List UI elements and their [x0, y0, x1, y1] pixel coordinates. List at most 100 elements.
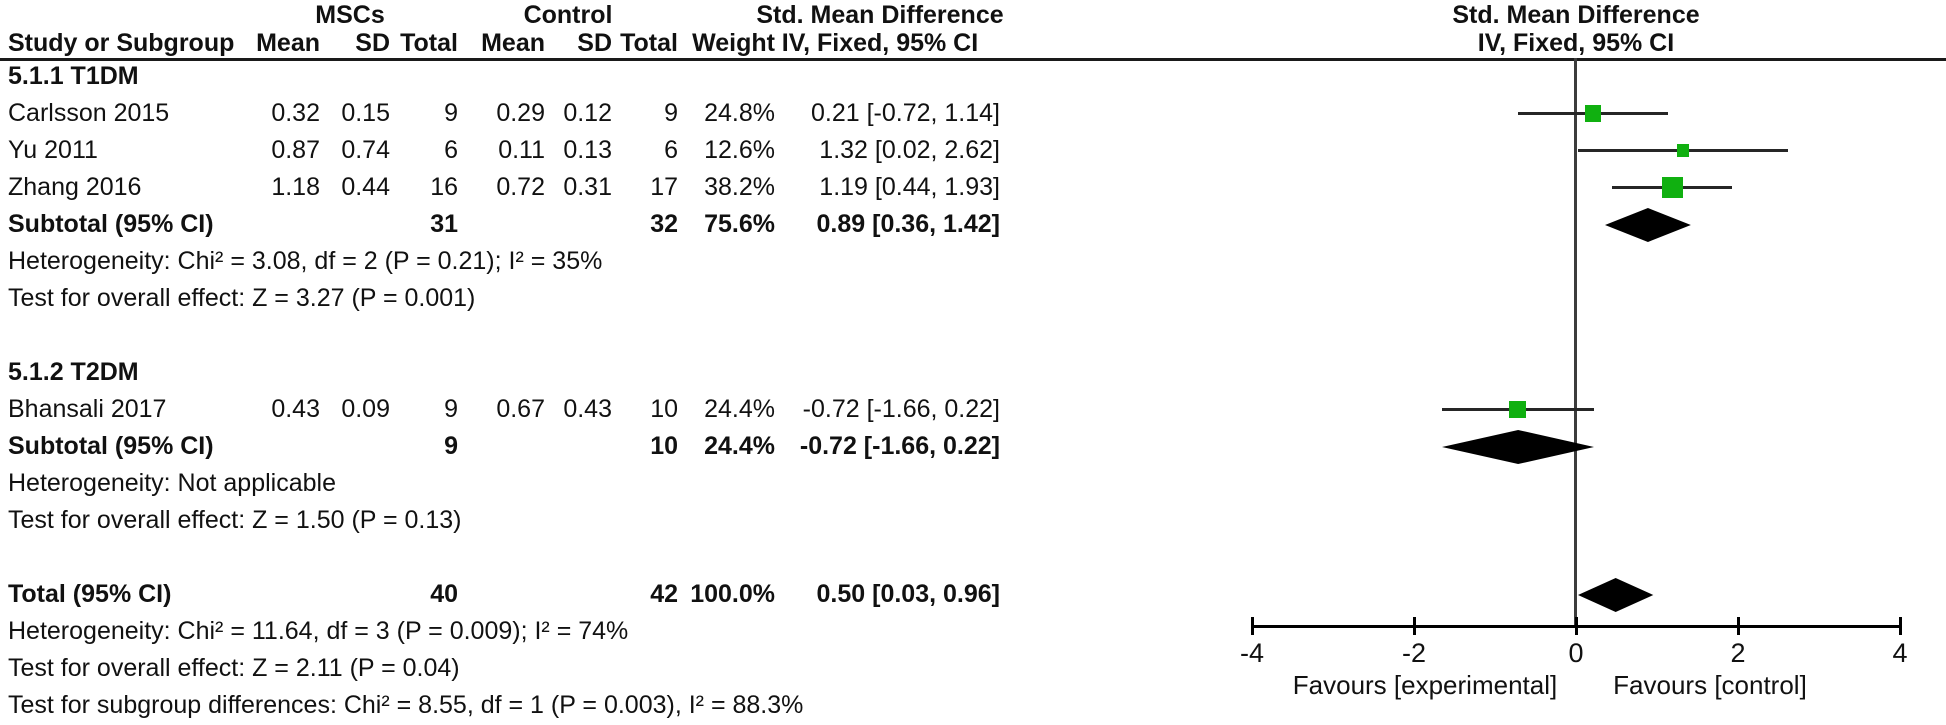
- plot-header-smd: Std. Mean Difference: [1452, 1, 1700, 29]
- subtotal-mscs-total: 9: [444, 432, 458, 460]
- zero-reference-line: [1574, 58, 1577, 626]
- mscs-total: 16: [430, 173, 458, 201]
- smd-ci-text: 0.21 [-0.72, 1.14]: [810, 99, 1000, 127]
- control-mean: 0.72: [496, 173, 545, 201]
- mscs-total: 9: [444, 395, 458, 423]
- favours-right-label: Favours [control]: [1613, 670, 1807, 700]
- mscs-sd: 0.15: [341, 99, 390, 127]
- subtotal-control-total: 32: [650, 210, 678, 238]
- pooled-diamond-subtotal-t1dm: [1605, 207, 1692, 242]
- x-axis-line: [1252, 625, 1902, 628]
- axis-tick: [1412, 617, 1416, 635]
- total-heterogeneity-text: Heterogeneity: Chi² = 11.64, df = 3 (P =…: [8, 617, 629, 645]
- overall-effect-text: Test for overall effect: Z = 1.50 (P = 0…: [8, 506, 462, 534]
- spacer-row: [0, 539, 1000, 576]
- axis-tick-label: 2: [1730, 638, 1746, 668]
- subgroup-differences-text: Test for subgroup differences: Chi² = 8.…: [8, 691, 804, 719]
- spacer-row: [0, 317, 1000, 354]
- mscs-total: 6: [444, 136, 458, 164]
- subgroup-title: 5.1.1 T1DM: [8, 62, 139, 90]
- study-name: Zhang 2016: [8, 173, 142, 201]
- mscs-sd: 0.09: [341, 395, 390, 423]
- point-estimate-bhansali-2017: [1509, 401, 1527, 418]
- col-header-sd-control: SD: [577, 29, 612, 57]
- axis-tick-label: -2: [1401, 638, 1426, 668]
- group-header-smd: Std. Mean Difference: [756, 1, 1004, 29]
- total-label: Total (95% CI): [8, 580, 172, 608]
- col-header-study: Study or Subgroup: [8, 29, 235, 57]
- col-header-mean-control: Mean: [481, 29, 545, 57]
- control-mean: 0.29: [496, 99, 545, 127]
- subgroup-title: 5.1.2 T2DM: [8, 358, 139, 386]
- study-name: Yu 2011: [8, 136, 98, 164]
- group-header-control: Control: [523, 1, 613, 29]
- subtotal-control-total: 10: [650, 432, 678, 460]
- study-name: Carlsson 2015: [8, 99, 170, 127]
- plot-header-iv: IV, Fixed, 95% CI: [1477, 29, 1675, 57]
- total-mscs-total: 40: [430, 580, 458, 608]
- group-header-mscs: MSCs: [315, 1, 385, 29]
- study-name: Bhansali 2017: [8, 395, 167, 423]
- axis-tick-label: 0: [1568, 638, 1584, 668]
- weight-value: 38.2%: [704, 173, 775, 201]
- mscs-mean: 0.43: [271, 395, 320, 423]
- col-header-mean-mscs: Mean: [256, 29, 320, 57]
- mscs-mean: 1.18: [271, 173, 320, 201]
- control-sd: 0.43: [563, 395, 612, 423]
- ci-line-bhansali-2017: [1441, 408, 1594, 411]
- total-overall-effect-text: Test for overall effect: Z = 2.11 (P = 0…: [8, 654, 460, 682]
- subtotal-weight: 24.4%: [704, 432, 775, 460]
- total-weight: 100.0%: [690, 580, 775, 608]
- overall-effect-text: Test for overall effect: Z = 3.27 (P = 0…: [8, 284, 476, 312]
- subtotal-ci-text: 0.89 [0.36, 1.42]: [816, 210, 1000, 238]
- axis-tick: [1250, 617, 1254, 635]
- control-sd: 0.13: [563, 136, 612, 164]
- col-header-sd-mscs: SD: [355, 29, 390, 57]
- ci-line-yu-2011: [1577, 149, 1789, 152]
- favours-left-label: Favours [experimental]: [1292, 670, 1558, 700]
- subtotal-ci-text: -0.72 [-1.66, 0.22]: [799, 432, 1000, 460]
- heterogeneity-text: Heterogeneity: Not applicable: [8, 469, 336, 497]
- mscs-sd: 0.44: [341, 173, 390, 201]
- control-sd: 0.31: [563, 173, 612, 201]
- mscs-mean: 0.87: [271, 136, 320, 164]
- col-header-weight: Weight: [692, 29, 775, 57]
- mscs-total: 9: [444, 99, 458, 127]
- point-estimate-zhang-2016: [1661, 176, 1684, 199]
- table-header: MSCs Control Std. Mean Difference Std. M…: [0, 0, 1946, 61]
- control-mean: 0.11: [498, 136, 545, 164]
- axis-tick: [1736, 617, 1740, 635]
- axis-tick-label: 4: [1892, 638, 1908, 668]
- col-header-total-control: Total: [620, 29, 678, 57]
- total-ci-text: 0.50 [0.03, 0.96]: [816, 580, 1000, 608]
- point-estimate-yu-2011: [1676, 144, 1690, 157]
- mscs-sd: 0.74: [341, 136, 390, 164]
- total-control-total: 42: [650, 580, 678, 608]
- ci-line-carlsson-2015: [1517, 112, 1669, 115]
- smd-ci-text: 1.19 [0.44, 1.93]: [819, 173, 1000, 201]
- subtotal-mscs-total: 31: [430, 210, 458, 238]
- control-total: 10: [650, 395, 678, 423]
- axis-tick: [1574, 617, 1578, 635]
- pooled-diamond-subtotal-t2dm: [1441, 429, 1594, 464]
- col-header-iv: IV, Fixed, 95% CI: [781, 29, 979, 57]
- study-table: 5.1.1 T1DM Carlsson 2015 0.32 0.15 9 0.2…: [0, 58, 1000, 724]
- mscs-mean: 0.32: [271, 99, 320, 127]
- axis-tick: [1898, 617, 1902, 635]
- subtotal-label: Subtotal (95% CI): [8, 210, 214, 238]
- smd-ci-text: 1.32 [0.02, 2.62]: [819, 136, 1000, 164]
- col-header-total-mscs: Total: [400, 29, 458, 57]
- ci-line-zhang-2016: [1611, 186, 1733, 189]
- smd-ci-text: -0.72 [-1.66, 0.22]: [802, 395, 1000, 423]
- weight-value: 12.6%: [704, 136, 775, 164]
- control-total: 9: [664, 99, 678, 127]
- weight-value: 24.4%: [704, 395, 775, 423]
- point-estimate-carlsson-2015: [1584, 105, 1602, 122]
- control-total: 6: [664, 136, 678, 164]
- control-mean: 0.67: [496, 395, 545, 423]
- control-total: 17: [650, 173, 678, 201]
- control-sd: 0.12: [563, 99, 612, 127]
- heterogeneity-text: Heterogeneity: Chi² = 3.08, df = 2 (P = …: [8, 247, 603, 275]
- axis-tick-label: -4: [1239, 638, 1264, 668]
